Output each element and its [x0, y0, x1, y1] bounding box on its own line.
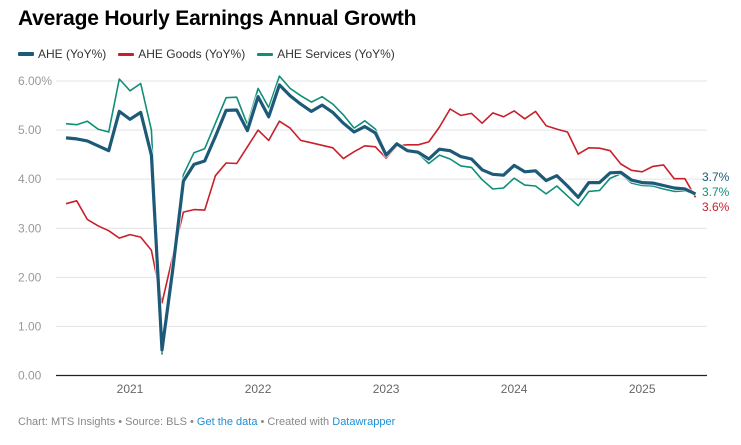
legend-swatch	[257, 52, 274, 56]
legend: AHE (YoY%) AHE Goods (YoY%) AHE Services…	[18, 47, 395, 61]
created-with: Created with	[267, 416, 330, 428]
y-tick-label: 1.00	[18, 319, 42, 333]
y-tick-label: 3.00	[18, 221, 42, 235]
legend-label: AHE Services (YoY%)	[277, 47, 395, 61]
legend-item-goods: AHE Goods (YoY%)	[118, 47, 245, 61]
footer: Chart: MTS Insights • Source: BLS • Get …	[18, 416, 395, 428]
legend-label: AHE Goods (YoY%)	[138, 47, 246, 61]
chart-title: Average Hourly Earnings Annual Growth	[18, 7, 417, 30]
source: Source: BLS	[125, 416, 187, 428]
legend-item-services: AHE Services (YoY%)	[257, 47, 395, 61]
y-tick-label: 2.00	[18, 270, 42, 284]
x-tick-label: 2025	[629, 382, 656, 396]
chart-credit: Chart: MTS Insights	[18, 416, 116, 428]
separator: •	[186, 416, 197, 428]
separator: •	[115, 416, 126, 428]
end-value-label: 3.6%	[702, 200, 730, 214]
end-value-label: 3.7%	[702, 185, 730, 199]
legend-swatch	[18, 52, 34, 56]
x-tick-label: 2022	[245, 382, 272, 396]
y-tick-label: 4.00	[18, 172, 42, 186]
end-value-label: 3.7%	[702, 170, 730, 184]
series-line-0	[65, 83, 697, 352]
legend-label: AHE (YoY%)	[38, 47, 107, 61]
y-tick-label: 5.00	[18, 123, 42, 137]
legend-item-ahe: AHE (YoY%)	[18, 47, 106, 61]
series-line-1	[65, 108, 697, 304]
y-tick-label: 6.00%	[18, 74, 52, 88]
datawrapper-link[interactable]: Datawrapper	[332, 416, 396, 428]
x-tick-label: 2024	[501, 382, 528, 396]
legend-swatch	[118, 52, 135, 56]
y-tick-label: 0.00	[18, 369, 42, 383]
x-tick-label: 2021	[117, 382, 144, 396]
get-data-link[interactable]: Get the data	[196, 416, 258, 428]
separator: •	[257, 416, 268, 428]
x-tick-label: 2023	[373, 382, 400, 396]
